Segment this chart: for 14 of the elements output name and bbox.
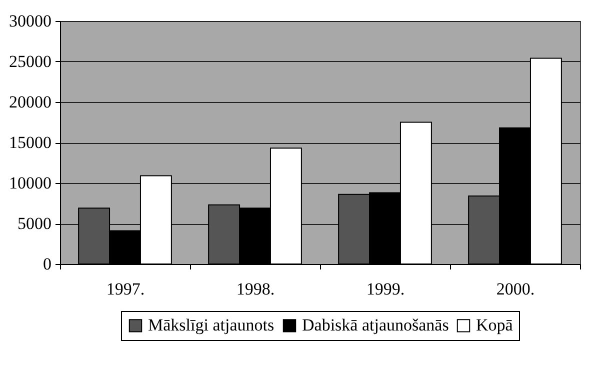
- y-tick-label: 0: [43, 254, 52, 274]
- legend-label: Kopā: [476, 316, 514, 335]
- x-tick-label: 1997.: [106, 280, 145, 298]
- y-tick-label: 25000: [9, 52, 52, 71]
- legend-label: Mākslīgi atjaunots: [148, 316, 274, 335]
- x-tick-label: 1998.: [236, 280, 275, 298]
- x-tick-label: 2000.: [496, 280, 535, 298]
- y-tick-label: 5000: [18, 214, 52, 233]
- y-tick-label: 15000: [9, 133, 52, 152]
- y-tick-label: 20000: [9, 92, 52, 112]
- legend-label: Dabiskā atjaunošanās: [302, 316, 449, 335]
- y-tick-label: 30000: [9, 12, 52, 30]
- y-tick-label: 10000: [9, 174, 52, 192]
- x-tick-label: 1999.: [366, 280, 405, 298]
